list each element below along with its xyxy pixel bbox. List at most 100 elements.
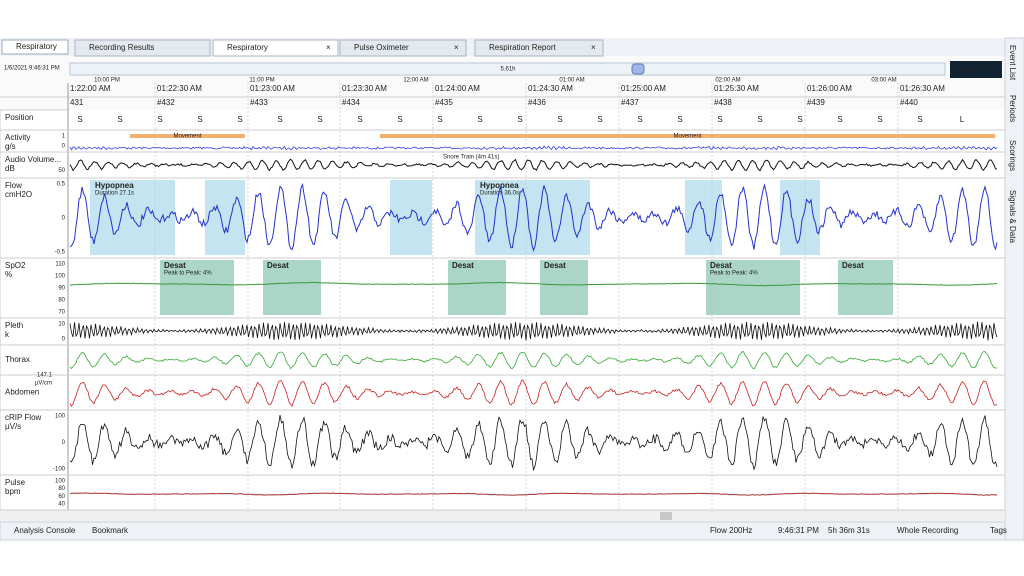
tab[interactable] [212, 39, 339, 57]
epoch-number: #433 [250, 98, 268, 107]
tab[interactable] [339, 39, 467, 57]
tab-label: Pulse Oximeter [354, 43, 409, 52]
hour-label: 01:00 AM [559, 78, 584, 84]
tab-close[interactable]: × [326, 43, 331, 52]
epoch-time: 01:24:30 AM [528, 84, 573, 93]
overview-bar[interactable] [69, 62, 946, 76]
channel-unit: µV/s [5, 422, 21, 431]
position-code: S [797, 115, 802, 124]
channel-unit: g/s [5, 142, 16, 151]
channel-name: Audio Volume... [5, 155, 61, 164]
hour-label: 12:00 AM [403, 78, 428, 84]
position-code: S [917, 115, 922, 124]
desat-label: Desat [544, 261, 566, 270]
hypopnea-label: Hypopnea [480, 181, 519, 190]
channel-name: Pulse [5, 478, 26, 487]
side-tab[interactable]: Event List [1008, 45, 1017, 81]
clock-box [950, 61, 1002, 78]
flow-signal [69, 182, 998, 253]
tab-label: Recording Results [89, 43, 154, 52]
tab[interactable] [74, 39, 211, 57]
channel-tick: 110 [55, 262, 65, 268]
hypopnea-label: Hypopnea [95, 181, 134, 190]
epoch-time: 01:26:30 AM [900, 84, 945, 93]
overview-thumb[interactable] [631, 63, 645, 75]
position-code: S [157, 115, 162, 124]
pulse-signal [69, 492, 998, 496]
channel-name: Position [5, 113, 33, 122]
movement-label: Movement [673, 134, 701, 140]
tab-label: Respiratory [227, 43, 268, 52]
channel-tick: 0 [62, 216, 66, 222]
epoch-number: #439 [807, 98, 825, 107]
clock: 01:24:31 [957, 66, 996, 75]
position-code: S [557, 115, 562, 124]
activity-signal [69, 145, 998, 151]
desat-detail: Peak to Peak: 4% [164, 271, 212, 277]
channel-tick: 50 [58, 168, 65, 174]
position-code: S [597, 115, 602, 124]
scrollbar[interactable] [0, 510, 1005, 522]
channel-unit: bpm [5, 487, 21, 496]
channel-tick: 0 [62, 337, 66, 343]
status-item: Flow 200Hz [710, 526, 752, 535]
hypopnea-box [205, 180, 245, 255]
crip-signal [69, 415, 998, 472]
channel-tick: 100 [55, 414, 66, 420]
movement-label: Movement [173, 134, 201, 140]
tab-label: Respiration Report [489, 43, 556, 52]
channel-name: Activity [5, 133, 30, 142]
workspace-label: Respiratory [16, 42, 57, 51]
desat-label: Desat [710, 261, 732, 270]
tab-close[interactable]: × [591, 43, 596, 52]
hour-label: 02:00 AM [715, 78, 740, 84]
position-code: L [960, 115, 965, 124]
status-item: 9:46:31 PM [778, 526, 819, 535]
desat-box [706, 260, 800, 315]
side-tab[interactable]: Scorings [1008, 140, 1017, 171]
channel-tick: 0.5 [57, 182, 66, 188]
epoch-time: 01:24:00 AM [435, 84, 480, 93]
thorax-signal [69, 351, 998, 370]
tab-close[interactable]: × [454, 43, 459, 52]
position-code: S [197, 115, 202, 124]
channel-tick: 90 [58, 286, 65, 292]
channel-name: Pleth [5, 321, 23, 330]
hypopnea-box [685, 180, 722, 255]
position-code: S [477, 115, 482, 124]
recording-duration: 5.61h [500, 67, 515, 73]
desat-box [263, 260, 321, 315]
epoch-number: #440 [900, 98, 918, 107]
channel-tick: 100 [55, 274, 66, 280]
scroll-thumb[interactable] [660, 512, 672, 520]
workspace-dropdown[interactable] [1, 39, 69, 55]
desat-label: Desat [842, 261, 864, 270]
side-tab[interactable]: Periods [1008, 95, 1017, 122]
position-code: S [517, 115, 522, 124]
epoch-number: #438 [714, 98, 732, 107]
channel-tick: 60 [58, 494, 65, 500]
epoch-time: 01:23:30 AM [342, 84, 387, 93]
channel-unit: cmH2O [5, 190, 32, 199]
status-item[interactable]: Tags [990, 526, 1007, 535]
epoch-number: #435 [435, 98, 453, 107]
tab[interactable] [474, 39, 604, 57]
status-item[interactable]: Bookmark [92, 526, 129, 535]
channel-unit: k [5, 330, 10, 339]
desat-label: Desat [267, 261, 289, 270]
channel-name: Thorax [5, 355, 30, 364]
side-panel [1004, 37, 1024, 541]
desat-box [160, 260, 234, 315]
epoch-number: #437 [621, 98, 639, 107]
channel-tick: 80 [58, 486, 65, 492]
desat-box [448, 260, 506, 315]
channel-tick: -100 [53, 467, 66, 473]
status-item[interactable]: Whole Recording [897, 526, 958, 535]
epoch-time: 01:25:00 AM [621, 84, 666, 93]
side-tab[interactable]: Signals & Data [1008, 190, 1017, 243]
channel-tick: 0 [62, 440, 66, 446]
status-item[interactable]: Analysis Console [14, 526, 76, 535]
position-code: S [317, 115, 322, 124]
channel-scale: 147.1 [37, 373, 53, 379]
epoch-time: 01:23:00 AM [250, 84, 295, 93]
